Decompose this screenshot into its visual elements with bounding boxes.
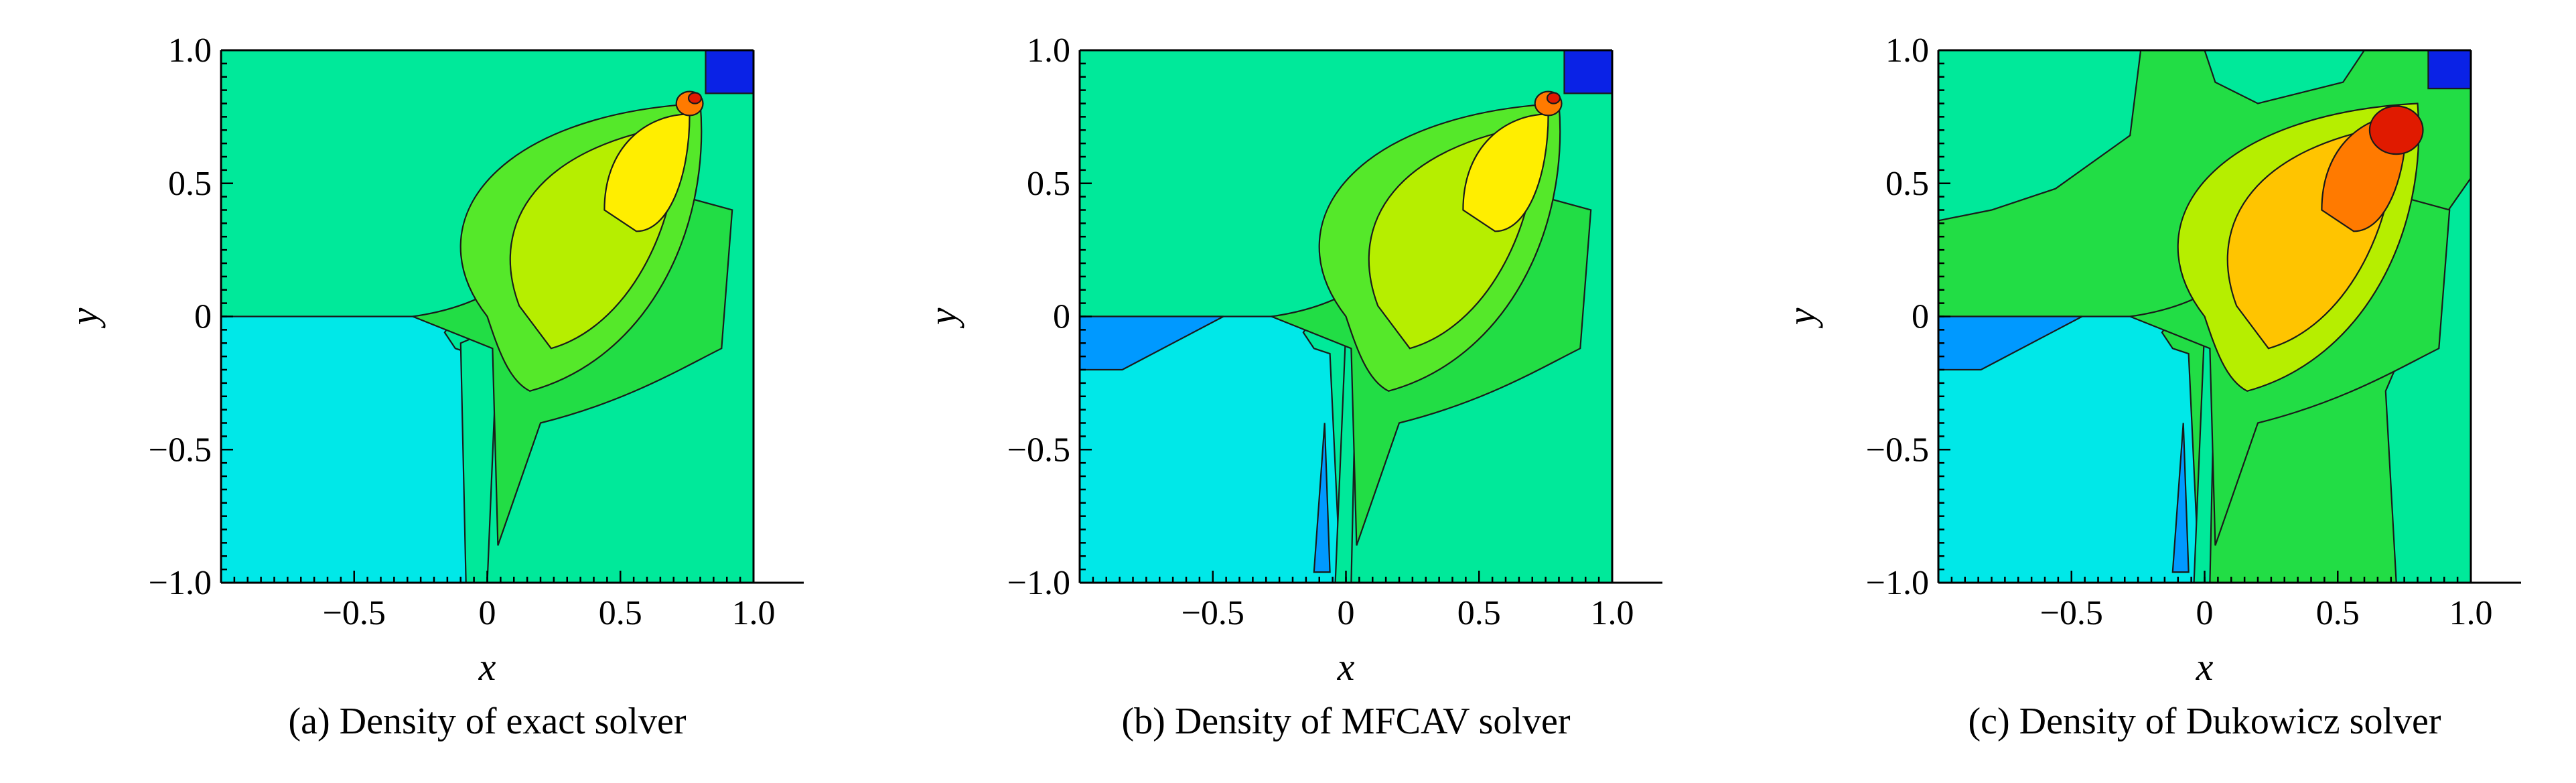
x-tick-label: 0.5 bbox=[599, 594, 642, 632]
low-blue-pocket bbox=[1080, 315, 1224, 371]
x-tick-label: 1.0 bbox=[732, 594, 776, 632]
x-axis-title: x bbox=[1337, 645, 1355, 689]
chart-svg: 1.0 0.5 0 −0.5 −1.0 −0.5 0 0.5 1.0 x y bbox=[1780, 31, 2521, 689]
y-tick-label: −0.5 bbox=[1007, 431, 1070, 469]
chart-panel-2: 1.0 0.5 0 −0.5 −1.0 −0.5 0 0.5 1.0 x y (b) Density … bbox=[859, 0, 1717, 783]
y-tick-label: −0.5 bbox=[149, 431, 212, 469]
y-axis-title: y bbox=[921, 307, 964, 328]
contour-field bbox=[221, 50, 754, 583]
contour-corner-min bbox=[2427, 50, 2471, 90]
x-tick-label: −0.5 bbox=[323, 594, 386, 632]
y-tick-label: −1.0 bbox=[1007, 564, 1070, 602]
contour-corner-min bbox=[705, 50, 754, 94]
low-density-quadrant bbox=[221, 315, 483, 583]
chart-panel-3: 1.0 0.5 0 −0.5 −1.0 −0.5 0 0.5 1.0 x y (c) Density … bbox=[1717, 0, 2576, 783]
x-axis-title: x bbox=[478, 645, 496, 689]
contour-peak-core bbox=[1546, 92, 1561, 104]
contour-field bbox=[1938, 50, 2471, 583]
y-tick-label: 0 bbox=[194, 298, 212, 336]
contour-band-upper-left bbox=[1080, 50, 1314, 242]
low-blue-strip bbox=[2171, 423, 2190, 573]
y-tick-label: −1.0 bbox=[149, 564, 212, 602]
y-tick-label: −0.5 bbox=[1866, 431, 1929, 469]
y-tick-label: 0.5 bbox=[1885, 165, 1929, 203]
y-tick-label: 1.0 bbox=[1027, 31, 1070, 70]
low-blue-strip bbox=[1313, 423, 1331, 573]
x-tick-label: 0.5 bbox=[1457, 594, 1501, 632]
y-tick-label: 0.5 bbox=[1027, 165, 1070, 203]
panel-caption: (c) Density of Dukowicz solver bbox=[1968, 701, 2441, 742]
x-tick-label: −0.5 bbox=[1182, 594, 1244, 632]
x-tick-label: 0 bbox=[1338, 594, 1355, 632]
x-tick-label: 1.0 bbox=[2449, 594, 2493, 632]
x-tick-label: 0 bbox=[479, 594, 496, 632]
x-tick-label: 0 bbox=[2196, 594, 2214, 632]
chart-svg: 1.0 0.5 0 −0.5 −1.0 −0.5 0 0.5 1.0 x y bbox=[921, 31, 1662, 689]
low-blue-pocket bbox=[1938, 315, 2083, 371]
x-tick-label: 1.0 bbox=[1591, 594, 1634, 632]
contour-peak-core bbox=[687, 92, 703, 104]
y-axis-title: y bbox=[62, 307, 106, 328]
y-tick-label: 1.0 bbox=[1885, 31, 1929, 70]
contour-field bbox=[1080, 50, 1612, 583]
chart-panel-1: 1.0 0.5 0 −0.5 −1.0 −0.5 0 0.5 1.0 x y (a) Density … bbox=[0, 0, 859, 783]
y-tick-label: 1.0 bbox=[168, 31, 212, 70]
x-axis-title: x bbox=[2196, 645, 2214, 689]
contour-corner-min bbox=[1563, 50, 1612, 94]
contour-peak bbox=[2368, 105, 2424, 155]
x-tick-label: −0.5 bbox=[2040, 594, 2103, 632]
x-tick-label: 0.5 bbox=[2316, 594, 2360, 632]
y-tick-label: 0.5 bbox=[168, 165, 212, 203]
contour-band-upper-left bbox=[221, 50, 455, 242]
contour-band-top bbox=[2204, 50, 2366, 104]
y-tick-label: 0 bbox=[1912, 298, 1929, 336]
chart-svg: 1.0 0.5 0 −0.5 −1.0 −0.5 0 0.5 1.0 x y bbox=[62, 31, 804, 689]
contour-band-upper-left bbox=[1938, 50, 2142, 222]
y-tick-label: 0 bbox=[1053, 298, 1070, 336]
y-tick-label: −1.0 bbox=[1866, 564, 1929, 602]
panel-caption: (b) Density of MFCAV solver bbox=[1121, 701, 1571, 742]
y-axis-title: y bbox=[1780, 307, 1823, 328]
panel-caption: (a) Density of exact solver bbox=[288, 701, 687, 742]
